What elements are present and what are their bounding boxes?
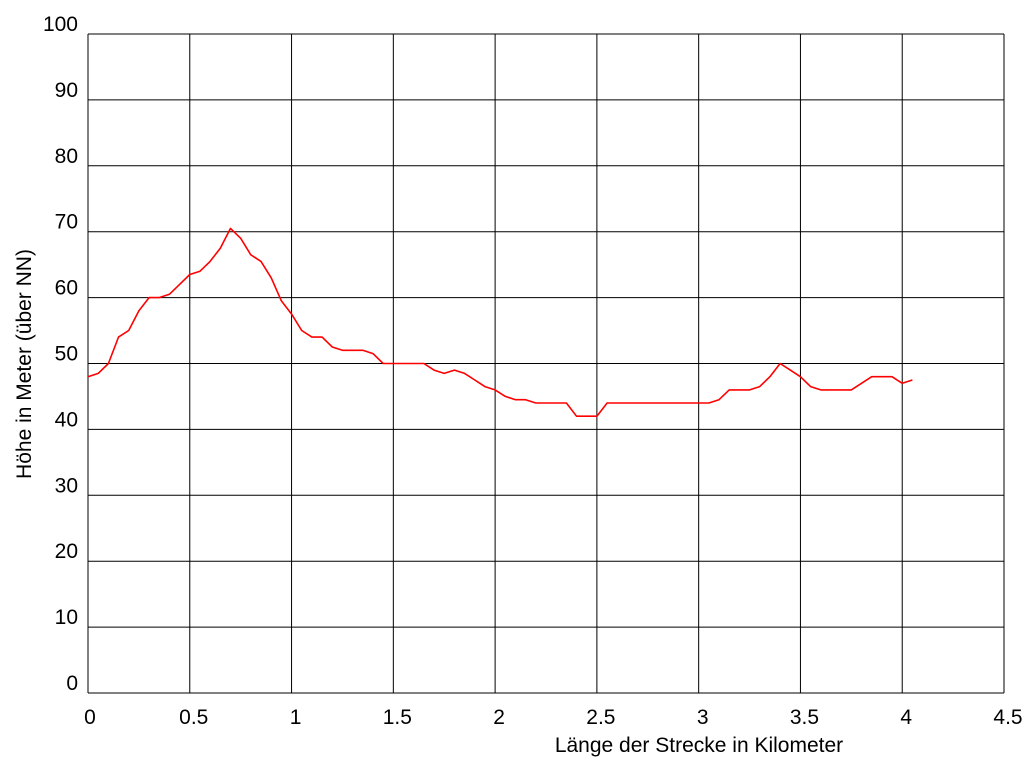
y-tick-label: 100 — [43, 13, 78, 36]
x-tick-label: 0 — [84, 706, 96, 729]
x-tick-label: 4 — [900, 706, 912, 729]
y-tick-label: 90 — [55, 79, 78, 102]
x-tick-label: 3.5 — [790, 706, 819, 729]
x-tick-label: 1 — [290, 706, 302, 729]
y-tick-label: 70 — [55, 211, 78, 234]
x-tick-label: 3 — [697, 706, 709, 729]
x-axis-title: Länge der Strecke in Kilometer — [555, 734, 843, 757]
y-tick-label: 50 — [55, 343, 78, 366]
y-tick-labels: 0 10 20 30 40 50 60 70 80 90 100 — [43, 13, 78, 695]
y-tick-label: 0 — [66, 672, 78, 695]
y-tick-label: 30 — [55, 474, 78, 497]
y-tick-label: 10 — [55, 606, 78, 629]
y-tick-label: 60 — [55, 277, 78, 300]
y-tick-label: 40 — [55, 408, 78, 431]
y-axis-title: Höhe in Meter (über NN) — [13, 249, 36, 479]
y-tick-label: 20 — [55, 540, 78, 563]
y-tick-label: 80 — [55, 145, 78, 168]
x-tick-labels: 0 0.5 1 1.5 2 2.5 3 3.5 4 4.5 — [84, 706, 1022, 729]
x-tick-label: 0.5 — [179, 706, 208, 729]
x-tick-label: 1.5 — [383, 706, 412, 729]
x-tick-label: 4.5 — [993, 706, 1022, 729]
elevation-line — [87, 227, 913, 417]
grid — [87, 33, 1005, 694]
x-tick-label: 2 — [493, 706, 505, 729]
x-tick-label: 2.5 — [586, 706, 615, 729]
